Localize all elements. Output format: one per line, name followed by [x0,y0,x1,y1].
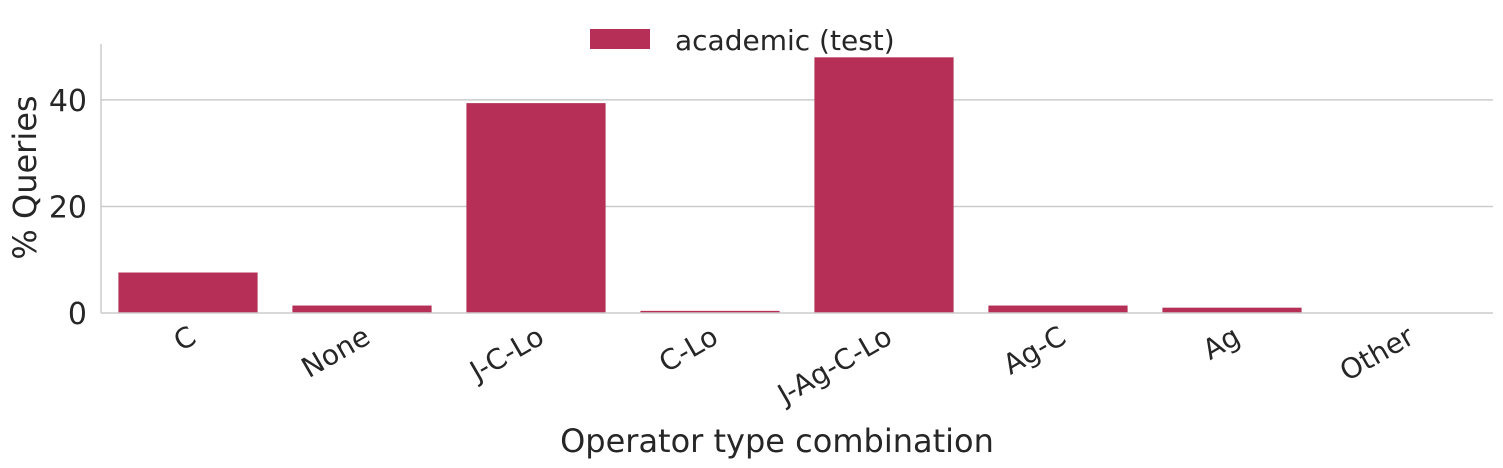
x-tick-label: C [168,319,201,357]
x-tick-label: Other [1334,319,1420,388]
x-tick-label: None [296,319,376,384]
bar-none [292,305,432,313]
y-tick-labels: 0 20 40 [49,84,87,332]
y-tick-label: 0 [68,297,87,332]
y-tick-label: 40 [49,84,87,119]
legend-label: academic (test) [675,24,895,57]
y-tick-label: 20 [49,190,87,225]
bar-j-c-lo [466,103,606,313]
x-tick-label: Ag [1197,319,1245,366]
axes [100,44,1493,314]
legend-swatch [590,29,650,49]
bar-ag [1162,307,1302,313]
bar-c [118,272,258,313]
bar-c-lo [640,310,780,313]
bar-j-ag-c-lo [814,57,954,313]
x-tick-label: J-Ag-C-Lo [770,319,897,411]
bars [118,57,1302,313]
x-axis-label: Operator type combination [560,422,994,460]
y-axis-label: % Queries [6,95,44,259]
x-tick-labels: C None J-C-Lo C-Lo J-Ag-C-Lo Ag-C Ag Other [168,319,1420,412]
x-tick-label: Ag-C [997,319,1071,381]
grid-lines [101,99,1493,208]
legend: academic (test) [590,24,895,57]
x-tick-label: C-Lo [653,319,723,379]
x-tick-label: J-C-Lo [463,319,550,388]
bar-ag-c [988,305,1128,313]
